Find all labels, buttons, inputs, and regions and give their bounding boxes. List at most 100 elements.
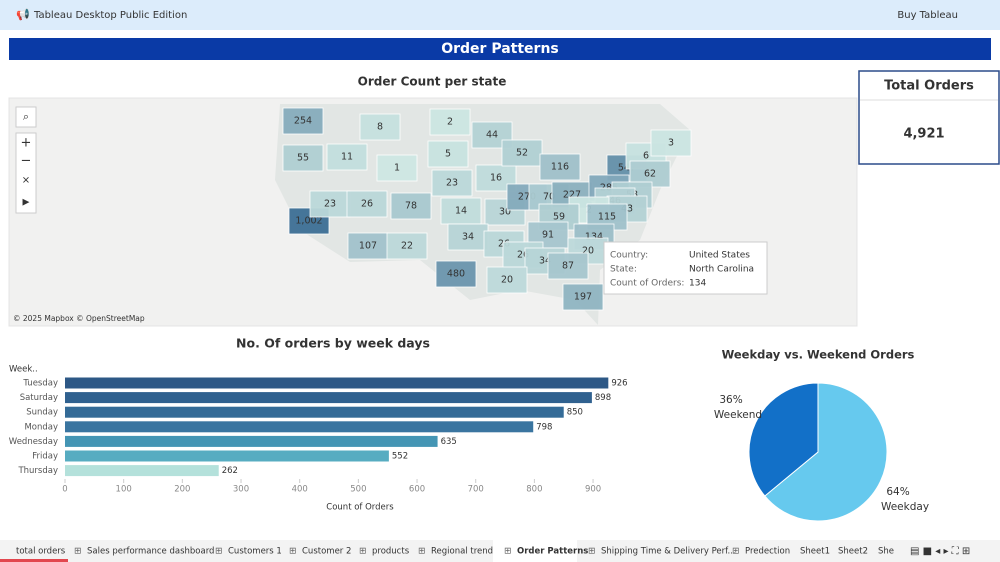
state-label: 20 xyxy=(501,275,513,286)
state-label: 59 xyxy=(553,212,565,223)
state xyxy=(346,190,388,218)
tab[interactable]: Sales performance dashboard xyxy=(87,547,214,557)
view-controls[interactable]: ▤ ■ ◂ ▸ ⛶ ⊞ xyxy=(910,546,970,557)
state xyxy=(486,266,528,294)
state-label: 197 xyxy=(574,292,592,303)
state-label: 16 xyxy=(490,173,502,184)
tab[interactable]: Shipping Time & Delivery Perf... xyxy=(601,547,736,557)
x-tick-label: 400 xyxy=(292,485,308,495)
state-label: 270 xyxy=(518,192,536,203)
state-label: 26 xyxy=(361,199,373,210)
state xyxy=(539,153,581,181)
value-label: 262 xyxy=(222,466,238,476)
state-label: 1 xyxy=(394,163,400,174)
tab-accent xyxy=(0,559,68,562)
kpi-card xyxy=(858,70,1000,165)
tab[interactable]: Regional trends xyxy=(431,547,498,557)
state-label: 44 xyxy=(486,130,498,141)
state-label: 23 xyxy=(446,178,458,189)
state xyxy=(650,129,692,157)
tab[interactable]: total orders xyxy=(16,547,66,557)
state-label: 1,002 xyxy=(295,216,322,227)
slice-name: Weekday xyxy=(881,501,929,513)
state-label: 55 xyxy=(297,153,309,164)
x-tick-label: 300 xyxy=(233,485,249,495)
tooltip-value: North Carolina xyxy=(689,265,754,275)
category-label: Sunday xyxy=(26,408,58,418)
bar xyxy=(65,392,592,404)
state-label: 14 xyxy=(455,206,467,217)
state-label: 227 xyxy=(563,190,581,201)
bar xyxy=(65,377,609,389)
state xyxy=(431,169,473,197)
value-label: 552 xyxy=(392,452,408,462)
tab[interactable]: Predection xyxy=(745,547,790,557)
tab[interactable]: She xyxy=(878,547,894,557)
value-label: 635 xyxy=(441,437,457,447)
state-label: 34 xyxy=(539,256,551,267)
tab-icon: ⊞ xyxy=(215,547,223,557)
value-label: 898 xyxy=(595,393,611,403)
active-tab xyxy=(493,540,577,562)
bar xyxy=(65,435,438,447)
state xyxy=(447,223,489,251)
state xyxy=(282,144,324,172)
state xyxy=(501,139,543,167)
state-label: 87 xyxy=(562,261,574,272)
state xyxy=(309,190,351,218)
category-label: Saturday xyxy=(20,393,58,403)
buy-link[interactable]: Buy Tableau xyxy=(897,10,958,21)
zoom-in[interactable]: + xyxy=(21,136,32,151)
tab[interactable]: products xyxy=(372,547,410,557)
state xyxy=(440,197,482,225)
tab[interactable]: Sheet1 xyxy=(800,547,830,557)
state xyxy=(562,283,604,311)
state-label: 20 xyxy=(582,246,594,257)
state xyxy=(376,154,418,182)
state-label: 70 xyxy=(543,192,555,203)
tab[interactable]: Sheet2 xyxy=(838,547,868,557)
x-label: Count of Orders xyxy=(326,503,394,513)
chart-title: No. Of orders by week days xyxy=(236,336,430,351)
category-label: Friday xyxy=(32,452,58,462)
x-tick-label: 500 xyxy=(350,485,366,495)
tab[interactable]: Customer 2 xyxy=(302,547,351,557)
state xyxy=(435,260,477,288)
state-label: 116 xyxy=(551,162,569,173)
tab-icon: ⊞ xyxy=(359,547,367,557)
state-label: 30 xyxy=(499,207,511,218)
category-label: Wednesday xyxy=(9,437,58,447)
tab-icon: ⊞ xyxy=(504,547,512,557)
state xyxy=(326,143,368,171)
dashboard-title: Order Patterns xyxy=(441,41,559,57)
category-label: Monday xyxy=(24,422,58,432)
tab[interactable]: Customers 1 xyxy=(228,547,282,557)
state-label: 91 xyxy=(542,230,554,241)
state-label: 2 xyxy=(447,117,453,128)
category-label: Thursday xyxy=(17,466,58,476)
value-label: 850 xyxy=(567,408,583,418)
state xyxy=(386,232,428,260)
tooltip-key: Country: xyxy=(610,251,648,261)
reset-icon[interactable]: ⨯ xyxy=(22,175,30,186)
search-button[interactable] xyxy=(15,106,37,128)
kpi-title: Total Orders xyxy=(884,79,974,94)
state-label: 5 xyxy=(445,149,451,160)
map-title: Order Count per state xyxy=(358,75,507,89)
x-tick-label: 100 xyxy=(116,485,132,495)
state xyxy=(429,108,471,136)
state-label: 107 xyxy=(359,241,377,252)
state-label: 52 xyxy=(516,148,528,159)
expand-icon[interactable]: ▶ xyxy=(23,198,30,208)
state-label: 254 xyxy=(294,116,312,127)
tab-icon: ⊞ xyxy=(418,547,426,557)
zoom-out[interactable]: − xyxy=(21,154,32,169)
x-tick-label: 700 xyxy=(468,485,484,495)
slice-name: Weekend xyxy=(714,409,762,421)
tab-icon: ⊞ xyxy=(588,547,596,557)
tab-icon: ⊞ xyxy=(74,547,82,557)
tab[interactable]: Order Patterns xyxy=(517,547,588,557)
search-icon: ⌕ xyxy=(23,110,29,123)
state-label: 8 xyxy=(377,122,383,133)
